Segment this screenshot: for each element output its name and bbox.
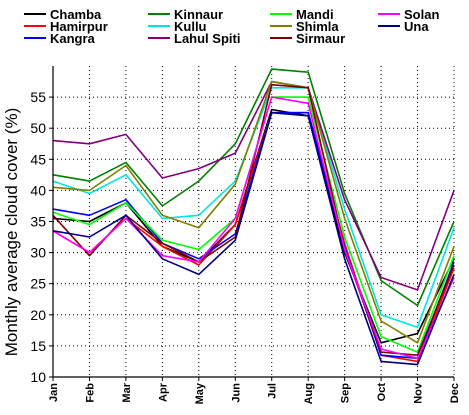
series-line-kullu	[52, 87, 455, 329]
series-line-hamirpur	[52, 111, 455, 363]
grid	[52, 66, 455, 378]
y-tick-label: 25	[30, 276, 46, 292]
x-tick-label: Apr	[157, 382, 169, 402]
y-tick-label: 50	[30, 120, 46, 136]
x-tick-label: Sep	[340, 383, 352, 403]
legend-label: Una	[404, 19, 429, 34]
series-line-kangra	[52, 111, 455, 360]
legend-label: Mandi	[296, 7, 334, 22]
legend-item-lahul-spiti: Lahul Spiti	[148, 31, 240, 46]
legend-item-chamba: Chamba	[24, 7, 102, 22]
x-tick-label: Nov	[413, 382, 425, 404]
legend-label: Hamirpur	[50, 19, 108, 34]
series-line-shimla	[52, 80, 455, 344]
series-line-lahul-spiti	[52, 80, 455, 291]
legend-item-una: Una	[378, 19, 429, 34]
legend-item-kangra: Kangra	[24, 31, 96, 46]
series-lines	[52, 68, 455, 366]
x-tick-label: Mar	[121, 382, 133, 402]
y-tick-label: 40	[30, 182, 46, 198]
x-tick-label: Jan	[48, 383, 60, 402]
legend-item-kinnaur: Kinnaur	[148, 7, 223, 22]
series-line-solan	[52, 96, 455, 360]
legend-label: Kinnaur	[174, 7, 223, 22]
y-tick-label: 55	[30, 89, 46, 105]
legend-label: Solan	[404, 7, 439, 22]
series-line-kinnaur	[52, 68, 455, 307]
y-tick-label: 35	[30, 214, 46, 230]
x-tick-label: Oct	[376, 383, 388, 402]
series-line-chamba	[52, 108, 455, 344]
y-tick-label: 10	[30, 369, 46, 385]
legend-label: Shimla	[296, 19, 339, 34]
legend-item-solan: Solan	[378, 7, 439, 22]
legend-item-mandi: Mandi	[270, 7, 334, 22]
legend-item-sirmaur: Sirmaur	[270, 31, 345, 46]
legend-item-kullu: Kullu	[148, 19, 207, 34]
x-tick-label: Aug	[303, 383, 315, 404]
x-tick-label: May	[194, 382, 206, 404]
y-tick-label: 45	[30, 151, 46, 167]
legend-label: Kangra	[50, 31, 96, 46]
legend-label: Chamba	[50, 7, 102, 22]
legend-label: Lahul Spiti	[174, 31, 240, 46]
x-tick-label: Dec	[449, 383, 461, 403]
axes: 10 15 20 25 30 35 40 45 50 55 Jan Feb Mar Apr May Jun Ju…	[30, 66, 461, 404]
series-line-una	[52, 111, 455, 366]
y-tick-label: 15	[30, 338, 46, 354]
x-tick-label: Jun	[230, 383, 242, 403]
y-tick-label: 30	[30, 245, 46, 261]
x-tick-label: Feb	[84, 383, 96, 403]
y-tick-label: 20	[30, 307, 46, 323]
legend-label: Sirmaur	[296, 31, 345, 46]
legend-item-shimla: Shimla	[270, 19, 339, 34]
x-tick-label: Jul	[267, 383, 279, 399]
legend-label: Kullu	[174, 19, 207, 34]
series-line-sirmaur	[52, 83, 455, 357]
y-axis-label: Monthly average cloud cover (%)	[2, 108, 21, 357]
legend-item-hamirpur: Hamirpur	[24, 19, 108, 34]
